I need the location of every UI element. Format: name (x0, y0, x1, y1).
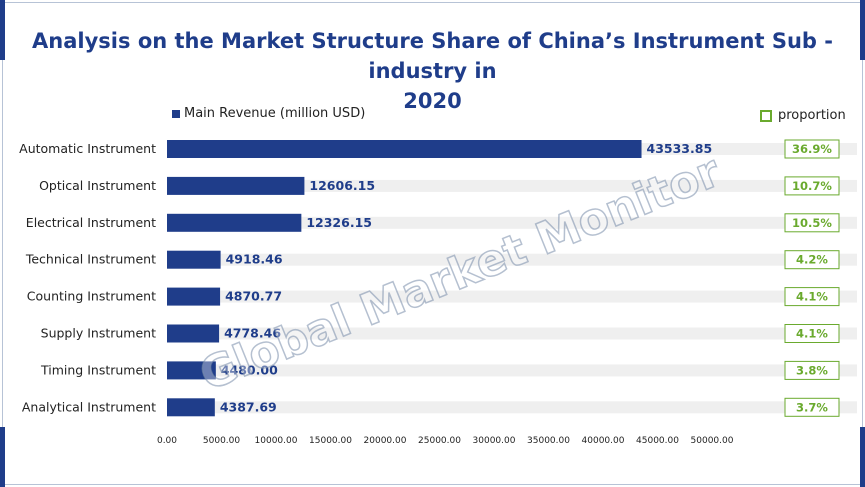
bar-track (167, 253, 857, 266)
proportion-label: 4.1% (796, 327, 828, 341)
x-tick-label: 50000.00 (691, 436, 734, 446)
chart-title: Analysis on the Market Structure Share o… (0, 26, 865, 116)
bar-track (167, 401, 857, 414)
legend-revenue-swatch (172, 109, 180, 118)
x-tick-label: 0.00 (157, 436, 177, 446)
bar-track (167, 179, 857, 192)
category-label: Counting Instrument (27, 289, 156, 304)
proportion-label: 36.9% (792, 142, 832, 156)
revenue-data-label: 43533.85 (647, 141, 713, 156)
x-tick-label: 35000.00 (527, 436, 570, 446)
corner-accent-top-right (860, 0, 865, 60)
proportion-label: 4.2% (796, 253, 828, 267)
revenue-data-label: 4918.46 (226, 252, 283, 267)
x-tick-label: 25000.00 (418, 436, 461, 446)
category-label: Analytical Instrument (22, 399, 156, 414)
bar-track (167, 364, 857, 377)
proportion-box (784, 287, 840, 307)
revenue-bar (167, 361, 216, 380)
category-label: Timing Instrument (40, 362, 156, 377)
revenue-data-label: 12606.15 (309, 178, 375, 193)
x-tick-label: 30000.00 (473, 436, 516, 446)
revenue-bar (167, 324, 220, 343)
category-label: Supply Instrument (41, 326, 156, 341)
category-label: Electrical Instrument (26, 215, 156, 230)
legend-proportion-swatch (760, 109, 772, 122)
revenue-data-label: 4387.69 (220, 399, 277, 414)
corner-accent-bottom-left (0, 427, 5, 487)
legend-revenue: Main Revenue (million USD) (172, 106, 365, 121)
proportion-box (784, 360, 840, 380)
bar-track (167, 216, 857, 229)
category-label: Optical Instrument (39, 178, 156, 193)
x-tick-label: 20000.00 (364, 436, 407, 446)
bar-track (167, 327, 857, 340)
category-label: Automatic Instrument (19, 141, 156, 156)
proportion-label: 3.7% (796, 400, 828, 414)
proportion-box (784, 250, 840, 270)
revenue-data-label: 12326.15 (306, 215, 372, 230)
category-label: Technical Instrument (25, 252, 156, 267)
legend-proportion: proportion (760, 108, 846, 123)
revenue-bar (167, 287, 221, 306)
x-tick-label: 45000.00 (636, 436, 679, 446)
legend-revenue-label: Main Revenue (million USD) (184, 106, 366, 121)
proportion-box (784, 213, 840, 233)
x-tick-label: 40000.00 (582, 436, 625, 446)
revenue-data-label: 4778.46 (224, 326, 281, 341)
legend-proportion-label: proportion (778, 108, 846, 123)
proportion-label: 4.1% (796, 290, 828, 304)
bar-track (167, 290, 857, 303)
x-tick-label: 15000.00 (309, 436, 352, 446)
revenue-data-label: 4870.77 (225, 289, 282, 304)
revenue-bar (167, 250, 221, 269)
revenue-bar (167, 176, 305, 195)
revenue-bar (167, 398, 215, 417)
proportion-box (784, 139, 840, 159)
proportion-box (784, 324, 840, 343)
proportion-label: 10.7% (792, 179, 832, 193)
chart-title-line-2: 2020 (403, 89, 462, 113)
proportion-label: 10.5% (792, 216, 832, 230)
revenue-bar (167, 213, 302, 232)
proportion-box (784, 176, 840, 196)
proportion-label: 3.8% (796, 363, 828, 377)
proportion-box (784, 397, 840, 417)
chart-title-line-1: Analysis on the Market Structure Share o… (32, 29, 833, 83)
x-tick-label: 5000.00 (203, 436, 240, 446)
x-tick-label: 10000.00 (255, 436, 298, 446)
corner-accent-top-left (0, 0, 5, 60)
corner-accent-bottom-right (860, 427, 865, 487)
revenue-data-label: 4480.00 (221, 362, 278, 377)
revenue-bar (167, 140, 642, 158)
